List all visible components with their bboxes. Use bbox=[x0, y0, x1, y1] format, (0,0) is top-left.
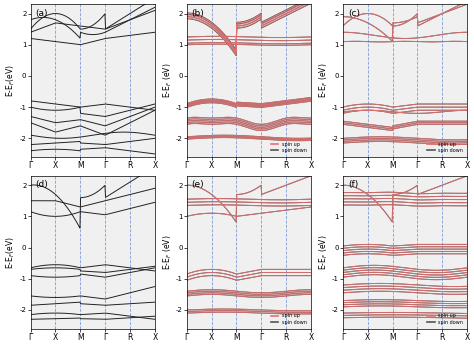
Legend: spin up, spin down: spin up, spin down bbox=[270, 140, 309, 155]
Text: (d): (d) bbox=[36, 180, 48, 189]
Text: (c): (c) bbox=[348, 9, 360, 18]
Legend: spin up, spin down: spin up, spin down bbox=[426, 140, 465, 155]
Legend: spin up, spin down: spin up, spin down bbox=[426, 312, 465, 326]
Y-axis label: E-E$_F$ (eV): E-E$_F$ (eV) bbox=[318, 63, 330, 98]
Text: (e): (e) bbox=[191, 180, 204, 189]
Y-axis label: E-E$_F$ (eV): E-E$_F$ (eV) bbox=[162, 235, 174, 270]
Text: (f): (f) bbox=[348, 180, 358, 189]
Y-axis label: E-E$_F$(eV): E-E$_F$(eV) bbox=[4, 236, 17, 269]
Y-axis label: E-E$_F$(eV): E-E$_F$(eV) bbox=[4, 64, 17, 97]
Legend: spin up, spin down: spin up, spin down bbox=[270, 312, 309, 326]
Text: (a): (a) bbox=[36, 9, 48, 18]
Y-axis label: E-E$_F$ (eV): E-E$_F$ (eV) bbox=[162, 63, 174, 98]
Y-axis label: E-E$_F$ (eV): E-E$_F$ (eV) bbox=[318, 235, 330, 270]
Text: (b): (b) bbox=[191, 9, 204, 18]
